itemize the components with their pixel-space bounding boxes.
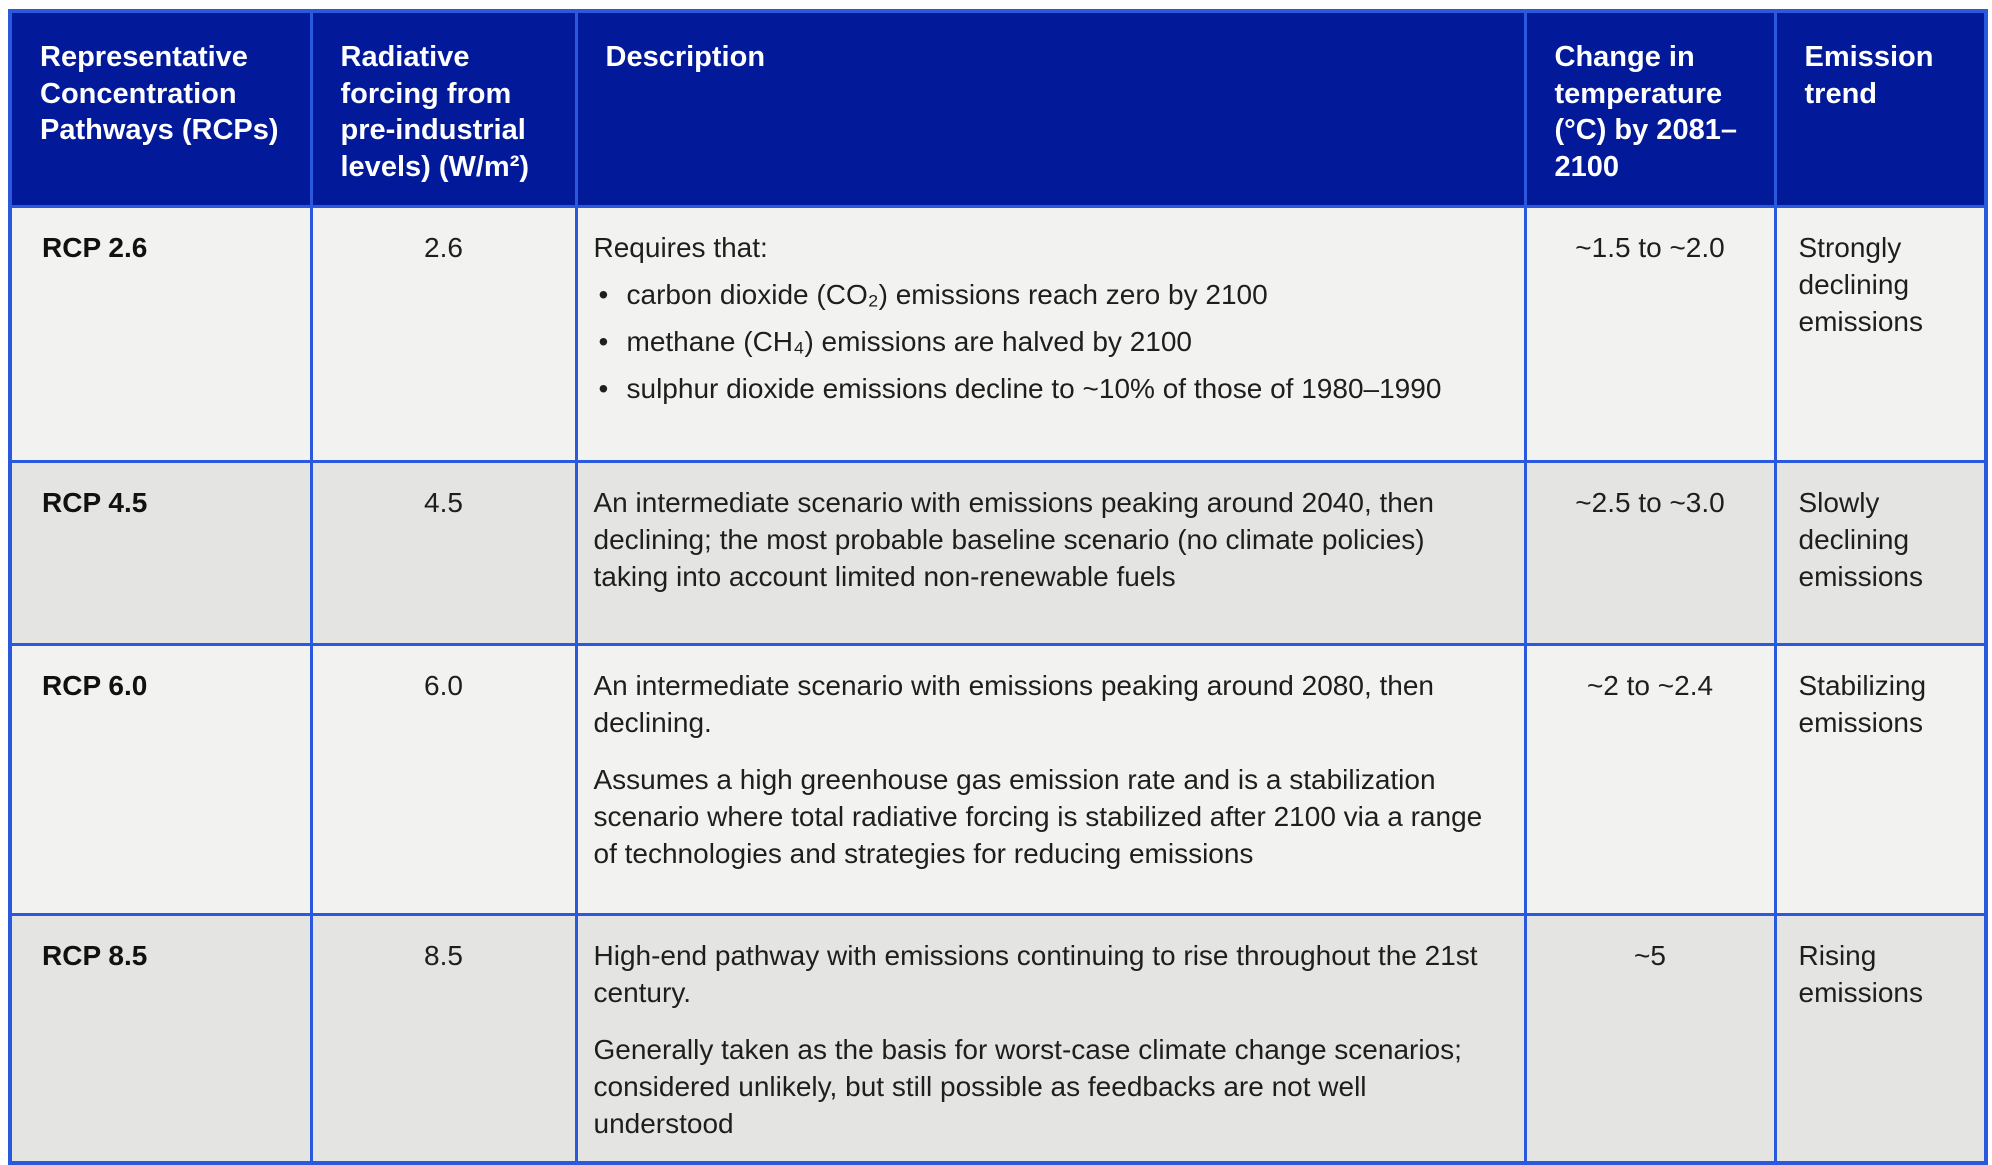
description-paragraph: An intermediate scenario with emissions …	[593, 670, 1435, 739]
description-bullet-list: carbon dioxide (CO₂) emissions reach zer…	[594, 277, 1494, 408]
emission-trend-cell: Strongly declining emissions	[1773, 205, 1988, 464]
description-bullet: methane (CH₄) emissions are halved by 21…	[594, 324, 1494, 361]
table-body: RCP 2.6 2.6 Requires that: carbon dioxid…	[8, 205, 1988, 1165]
temperature-change-cell: ~1.5 to ~2.0	[1523, 205, 1777, 464]
description-cell: Requires that: carbon dioxide (CO₂) emis…	[574, 205, 1527, 464]
temperature-change-cell: ~2.5 to ~3.0	[1523, 460, 1777, 647]
table-row-rcp-6-0: RCP 6.0 6.0 An intermediate scenario wit…	[8, 643, 1988, 917]
header-radiative-forcing: Radiative forcing from pre-industrial le…	[309, 9, 578, 209]
rcp-name-cell: RCP 4.5	[8, 460, 313, 647]
description-cell: An intermediate scenario with emissions …	[574, 460, 1527, 647]
radiative-forcing-cell: 6.0	[309, 643, 578, 917]
emission-trend-cell: Slowly declining emissions	[1773, 460, 1988, 647]
header-temperature-change: Change in temperature (°C) by 2081–2100	[1523, 9, 1777, 209]
description-content: An intermediate scenario with emissions …	[594, 485, 1494, 596]
description-bullet: carbon dioxide (CO₂) emissions reach zer…	[594, 277, 1494, 314]
temperature-change-cell: ~2 to ~2.4	[1523, 643, 1777, 917]
header-emission-trend: Emission trend	[1773, 9, 1988, 209]
description-content: Requires that: carbon dioxide (CO₂) emis…	[594, 230, 1494, 408]
description-bullet: sulphur dioxide emissions decline to ~10…	[594, 371, 1494, 408]
header-rcp-pathways: Representative Concentration Pathways (R…	[8, 9, 313, 209]
radiative-forcing-cell: 2.6	[309, 205, 578, 464]
table-row-rcp-8-5: RCP 8.5 8.5 High-end pathway with emissi…	[8, 913, 1988, 1165]
radiative-forcing-cell: 4.5	[309, 460, 578, 647]
rcp-name-cell: RCP 2.6	[8, 205, 313, 464]
description-paragraph: Assumes a high greenhouse gas emission r…	[593, 764, 1483, 869]
rcp-scenarios-table: Representative Concentration Pathways (R…	[8, 9, 1988, 1165]
description-cell: High-end pathway with emissions continui…	[574, 913, 1527, 1165]
emission-trend-cell: Stabilizing emissions	[1773, 643, 1988, 917]
description-paragraph: An intermediate scenario with emissions …	[593, 487, 1435, 593]
description-content: An intermediate scenario with emissions …	[594, 668, 1494, 873]
table-row-rcp-4-5: RCP 4.5 4.5 An intermediate scenario wit…	[8, 460, 1988, 647]
description-paragraph: Generally taken as the basis for worst-c…	[593, 1034, 1462, 1139]
rcp-name-cell: RCP 8.5	[8, 913, 313, 1165]
description-cell: An intermediate scenario with emissions …	[574, 643, 1527, 917]
rcp-name-cell: RCP 6.0	[8, 643, 313, 917]
description-content: High-end pathway with emissions continui…	[594, 938, 1494, 1143]
header-row: Representative Concentration Pathways (R…	[8, 9, 1988, 209]
table-row-rcp-2-6: RCP 2.6 2.6 Requires that: carbon dioxid…	[8, 205, 1988, 464]
radiative-forcing-cell: 8.5	[309, 913, 578, 1165]
description-intro: Requires that:	[593, 232, 768, 264]
emission-trend-cell: Rising emissions	[1773, 913, 1988, 1165]
header-description: Description	[574, 9, 1527, 209]
table-header: Representative Concentration Pathways (R…	[8, 9, 1988, 209]
temperature-change-cell: ~5	[1523, 913, 1777, 1165]
description-paragraph: High-end pathway with emissions continui…	[593, 940, 1478, 1009]
